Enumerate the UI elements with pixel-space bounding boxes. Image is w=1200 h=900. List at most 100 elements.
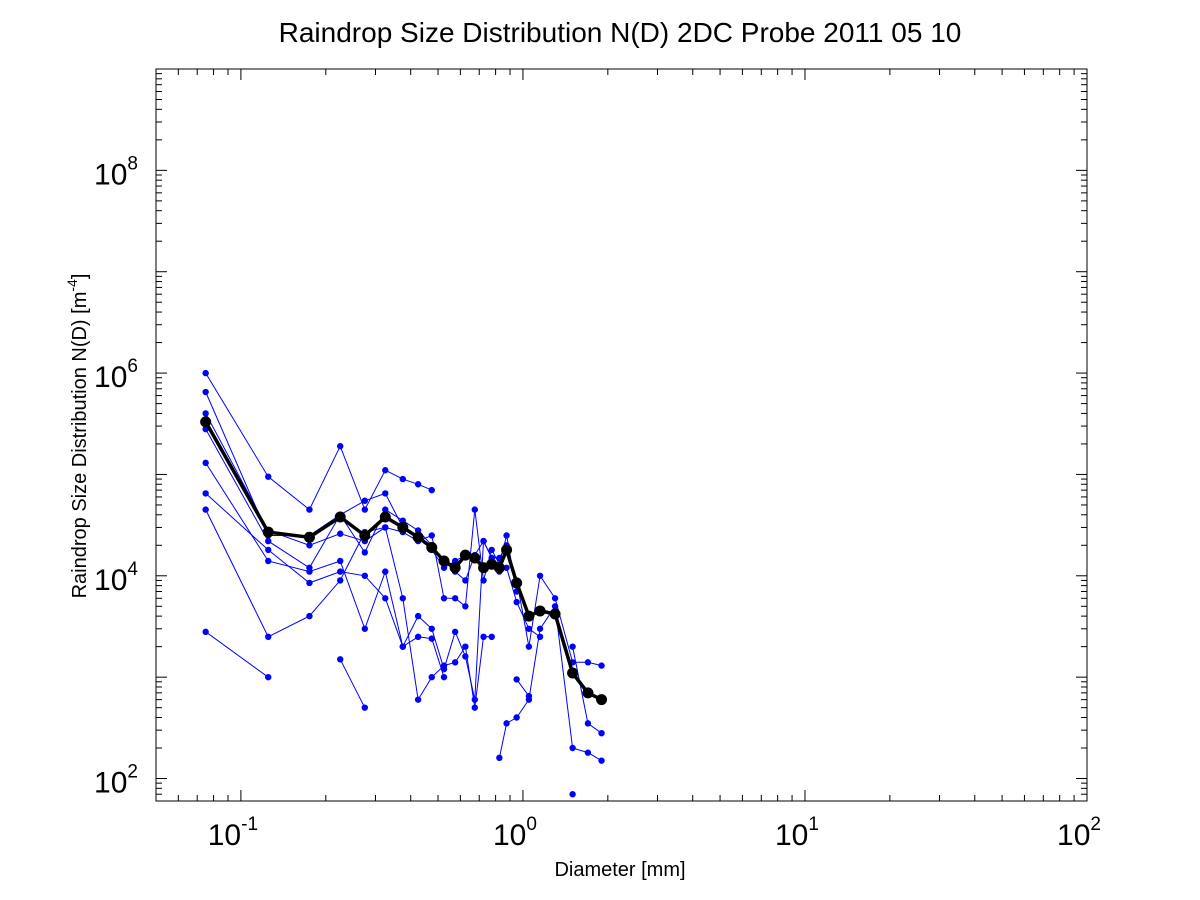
axis-minor-ticks	[155, 69, 1087, 802]
series-line	[339, 659, 366, 708]
data-point	[265, 633, 272, 641]
data-point	[428, 625, 435, 632]
mean-point	[334, 511, 346, 523]
data-point	[202, 506, 209, 513]
mean-point	[534, 605, 546, 617]
data-point	[382, 490, 389, 497]
data-point	[265, 557, 272, 565]
series-8	[202, 628, 272, 681]
data-point	[361, 625, 369, 632]
data-point	[503, 720, 510, 727]
x-axis-tick-labels: 10-1 100 101 102	[208, 814, 1101, 852]
data-point	[265, 673, 272, 681]
mean-point	[359, 529, 371, 541]
mean-point	[596, 694, 608, 706]
data-point	[382, 595, 389, 602]
data-point	[265, 473, 272, 480]
data-point	[337, 530, 344, 537]
data-point	[551, 603, 559, 610]
series-line	[205, 428, 602, 667]
mean-point	[567, 667, 579, 679]
data-point	[440, 673, 448, 681]
data-point	[337, 656, 344, 663]
data-point	[536, 625, 544, 632]
data-point	[598, 729, 605, 737]
data-point	[584, 720, 592, 727]
data-point	[361, 549, 369, 556]
data-point	[569, 643, 576, 650]
mean-point	[412, 531, 424, 543]
plot-area	[155, 68, 1088, 802]
data-point	[265, 537, 272, 545]
data-point	[306, 542, 313, 549]
data-point	[428, 486, 435, 494]
mean-point	[426, 542, 438, 554]
y-tick-label: 104	[94, 559, 138, 597]
data-point	[337, 568, 344, 575]
x-tick-label: 100	[493, 814, 537, 852]
y-axis-label-base: Raindrop Size Distribution N(D) [m	[69, 292, 91, 599]
data-point	[414, 612, 422, 620]
data-point	[451, 595, 459, 602]
data-point	[428, 635, 435, 642]
y-tick-label: 102	[94, 762, 138, 800]
data-point	[382, 467, 389, 474]
data-point	[496, 754, 503, 762]
data-point	[361, 497, 369, 504]
data-point	[480, 537, 487, 545]
data-point	[503, 532, 510, 539]
y-axis-label-exponent: -4	[64, 279, 80, 292]
data-point	[513, 598, 520, 606]
data-point	[525, 625, 533, 632]
mean-series-layer	[200, 416, 608, 706]
data-point	[488, 546, 495, 554]
data-point	[480, 633, 487, 641]
data-point	[569, 744, 576, 752]
data-point	[513, 676, 520, 683]
data-point	[440, 662, 448, 669]
data-point	[414, 481, 422, 488]
data-point	[525, 692, 533, 700]
data-point	[569, 791, 576, 798]
data-point	[513, 714, 520, 721]
data-point	[584, 749, 592, 756]
data-point	[202, 628, 209, 636]
data-point	[202, 410, 209, 417]
data-point	[471, 704, 478, 711]
mean-point	[493, 562, 505, 574]
data-point	[414, 633, 422, 641]
data-point	[399, 475, 406, 483]
series-7	[202, 506, 495, 711]
data-point	[471, 506, 478, 513]
data-point	[503, 564, 510, 571]
mean-point	[438, 555, 450, 567]
series-12	[569, 643, 605, 737]
data-point	[202, 388, 209, 396]
data-point	[399, 643, 406, 650]
data-point	[428, 532, 435, 539]
data-point	[337, 577, 344, 584]
series-9	[337, 656, 369, 711]
series-13	[569, 791, 576, 798]
data-point	[361, 572, 369, 579]
x-tick-label: 10-1	[208, 814, 258, 852]
data-point	[337, 557, 344, 565]
data-point	[265, 546, 272, 554]
data-point	[306, 506, 313, 513]
data-point	[480, 577, 487, 584]
mean-point	[200, 416, 212, 428]
y-axis-label: Raindrop Size Distribution N(D) [m-4]	[64, 274, 91, 599]
x-axis-label: Diameter [mm]	[554, 859, 685, 881]
data-point	[584, 659, 592, 666]
y-tick-label: 106	[94, 356, 138, 394]
data-point	[471, 696, 478, 703]
data-point	[361, 506, 369, 513]
data-point	[551, 595, 559, 602]
x-tick-label: 101	[775, 814, 819, 852]
data-point	[399, 595, 406, 602]
data-point	[451, 628, 459, 636]
data-point	[440, 595, 448, 602]
data-point	[202, 459, 209, 467]
mean-point	[549, 608, 561, 620]
